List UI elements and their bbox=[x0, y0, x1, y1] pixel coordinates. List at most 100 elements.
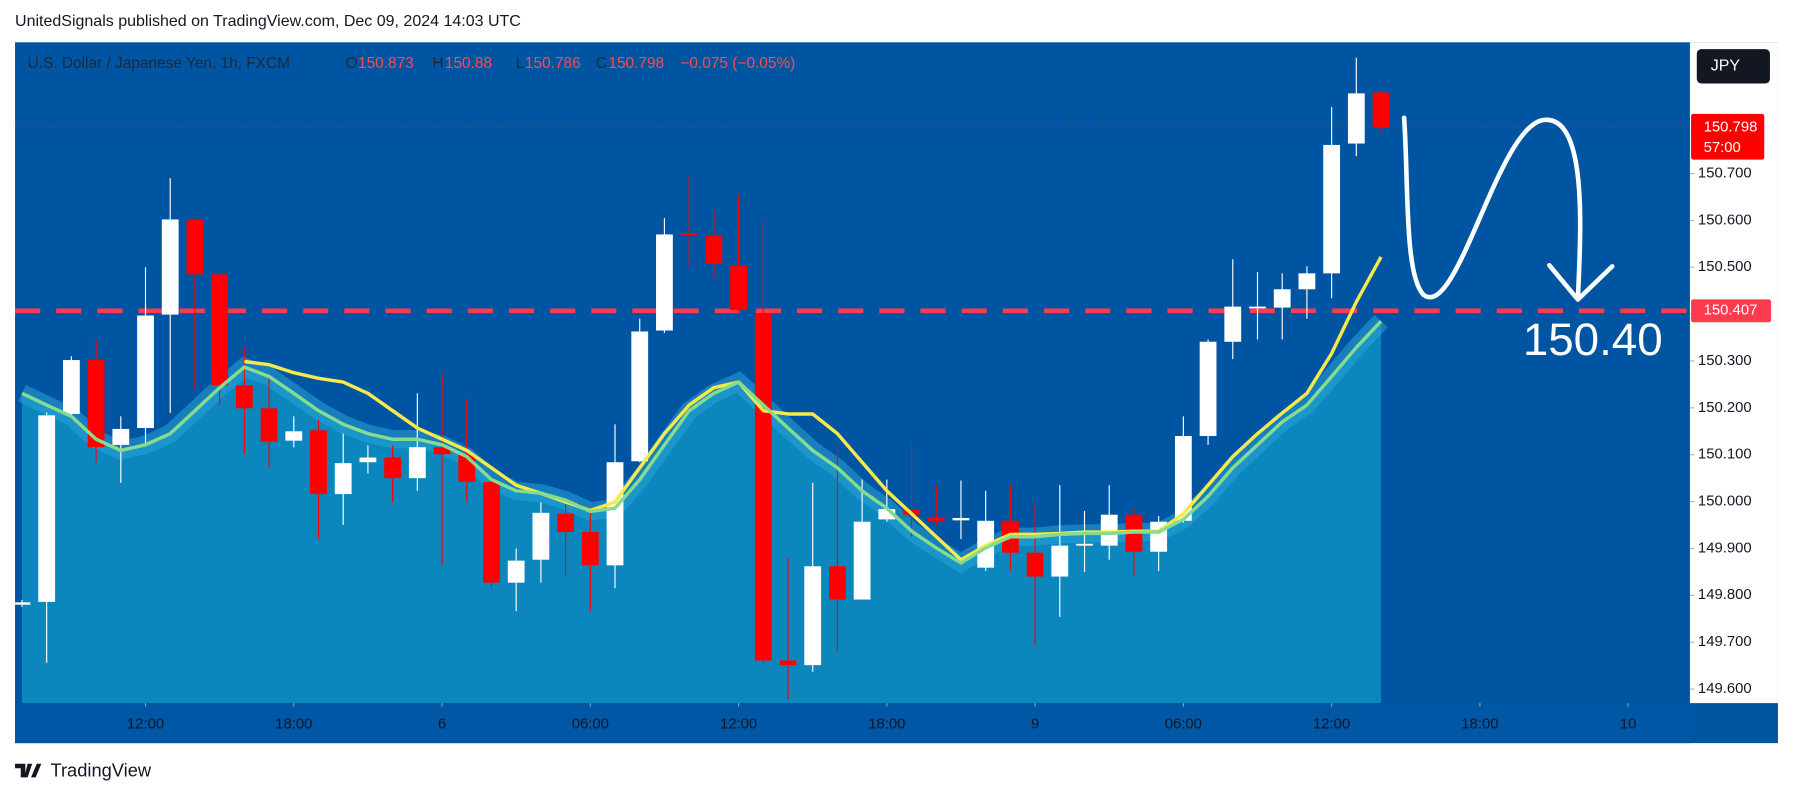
candle-body bbox=[1199, 341, 1217, 436]
brand: TradingView bbox=[15, 760, 152, 781]
ohlc-value: 150.786 bbox=[525, 55, 581, 72]
ohlc-letter: O bbox=[345, 55, 357, 72]
candle-body bbox=[161, 219, 179, 315]
candle-body bbox=[532, 512, 550, 560]
candle-body bbox=[359, 457, 377, 463]
y-tick-label: 149.900 bbox=[1698, 540, 1752, 556]
symbol-title: U.S. Dollar / Japanese Yen, 1h, FXCM bbox=[28, 55, 290, 72]
ohlc-value: 150.873 bbox=[358, 55, 414, 72]
candle-body bbox=[15, 602, 31, 605]
logo bbox=[15, 763, 42, 778]
y-tick-label: 150.000 bbox=[1698, 494, 1752, 510]
last-price-label: 150.798 bbox=[1704, 120, 1758, 136]
y-tick-label: 149.800 bbox=[1698, 587, 1752, 603]
candle-body bbox=[38, 415, 56, 602]
y-tick-label: 150.700 bbox=[1698, 165, 1752, 181]
candle-body bbox=[557, 513, 574, 533]
change: −0.075 (−0.05%) bbox=[680, 55, 795, 72]
ma-line bbox=[244, 256, 1383, 562]
y-tick-label: 149.700 bbox=[1698, 634, 1752, 650]
plot-content bbox=[15, 57, 1690, 704]
candle-body bbox=[507, 560, 525, 583]
countdown-label: 57:00 bbox=[1704, 140, 1741, 156]
publisher-line: UnitedSignals published on TradingView.c… bbox=[15, 13, 521, 30]
candle-body bbox=[1347, 93, 1365, 144]
area bbox=[22, 321, 1382, 704]
candle-body bbox=[384, 457, 402, 479]
target-annotation: 150.40 bbox=[1523, 314, 1663, 365]
currency-label[interactable]: JPY bbox=[1711, 58, 1741, 75]
candle-body bbox=[186, 219, 204, 275]
candle-body bbox=[705, 235, 723, 264]
candle-body bbox=[631, 331, 649, 462]
candle-body bbox=[310, 430, 327, 495]
candle-body bbox=[754, 313, 772, 661]
candle-body bbox=[235, 385, 253, 409]
candle-body bbox=[581, 532, 599, 566]
candle-body bbox=[408, 447, 426, 479]
last-price-tag bbox=[1691, 113, 1765, 160]
candle-body bbox=[483, 481, 500, 583]
x-tick-label: 9 bbox=[1031, 717, 1039, 733]
candle-body bbox=[1249, 306, 1266, 309]
candle-body bbox=[952, 517, 970, 521]
candle-body bbox=[730, 265, 747, 310]
candle-body bbox=[779, 660, 797, 666]
ma-line bbox=[21, 319, 1383, 565]
drawn-arrow bbox=[1401, 115, 1615, 302]
x-tick-label: 06:00 bbox=[572, 717, 609, 733]
candle-body bbox=[1174, 435, 1192, 521]
ohlc-letter: C bbox=[596, 55, 607, 72]
y-tick-label: 149.600 bbox=[1698, 681, 1752, 697]
candle-body bbox=[804, 566, 822, 666]
y-tick-label: 150.300 bbox=[1698, 353, 1752, 369]
candle-body bbox=[1323, 144, 1341, 274]
candle-body bbox=[1298, 273, 1316, 290]
candle-body bbox=[829, 566, 846, 600]
candle-body bbox=[1224, 306, 1242, 342]
candle-body bbox=[260, 408, 278, 442]
x-tick-label: 12:00 bbox=[127, 717, 164, 733]
candle-body bbox=[680, 233, 698, 236]
ohlc-letter: H bbox=[432, 55, 443, 72]
candle-body bbox=[137, 315, 154, 429]
candle-body bbox=[433, 447, 451, 455]
plot-area bbox=[15, 57, 1690, 704]
candle-body bbox=[1076, 543, 1093, 546]
candle-body bbox=[656, 234, 673, 331]
x-tick-label: 06:00 bbox=[1165, 717, 1202, 733]
candle-body bbox=[1273, 289, 1291, 308]
candle-body bbox=[853, 521, 871, 600]
x-tick-label: 18:00 bbox=[868, 717, 905, 733]
legend: U.S. Dollar / Japanese Yen, 1h, FXCM O 1… bbox=[28, 55, 796, 72]
candle-body bbox=[1026, 552, 1044, 577]
candle-body bbox=[1100, 514, 1118, 546]
x-tick-label: 18:00 bbox=[275, 717, 312, 733]
currency-button[interactable] bbox=[1696, 49, 1770, 84]
y-tick-label: 150.500 bbox=[1698, 259, 1752, 275]
candle-body bbox=[112, 428, 130, 445]
ohlc-value: 150.88 bbox=[445, 55, 492, 72]
y-tick-label: 150.100 bbox=[1698, 447, 1752, 463]
level-tag bbox=[1691, 299, 1772, 323]
x-tick-label: 18:00 bbox=[1461, 717, 1498, 733]
y-tick-label: 150.200 bbox=[1698, 400, 1752, 416]
x-tick-label: 10 bbox=[1620, 717, 1637, 733]
brand-name: TradingView bbox=[50, 760, 151, 781]
candle-body bbox=[927, 517, 945, 521]
candle-body bbox=[878, 509, 896, 520]
candle-body bbox=[211, 274, 229, 386]
candle-body bbox=[606, 462, 624, 566]
candle-body bbox=[1051, 545, 1069, 577]
candle-body bbox=[285, 431, 303, 441]
ohlc-letter: L bbox=[516, 55, 525, 72]
x-tick-label: 12:00 bbox=[1313, 717, 1350, 733]
candle-body bbox=[334, 463, 352, 495]
time-axis bbox=[15, 703, 1690, 744]
x-tick-label: 12:00 bbox=[720, 717, 757, 733]
x-tick-label: 6 bbox=[438, 717, 446, 733]
level-label: 150.407 bbox=[1704, 303, 1758, 319]
candle-body bbox=[87, 360, 105, 448]
